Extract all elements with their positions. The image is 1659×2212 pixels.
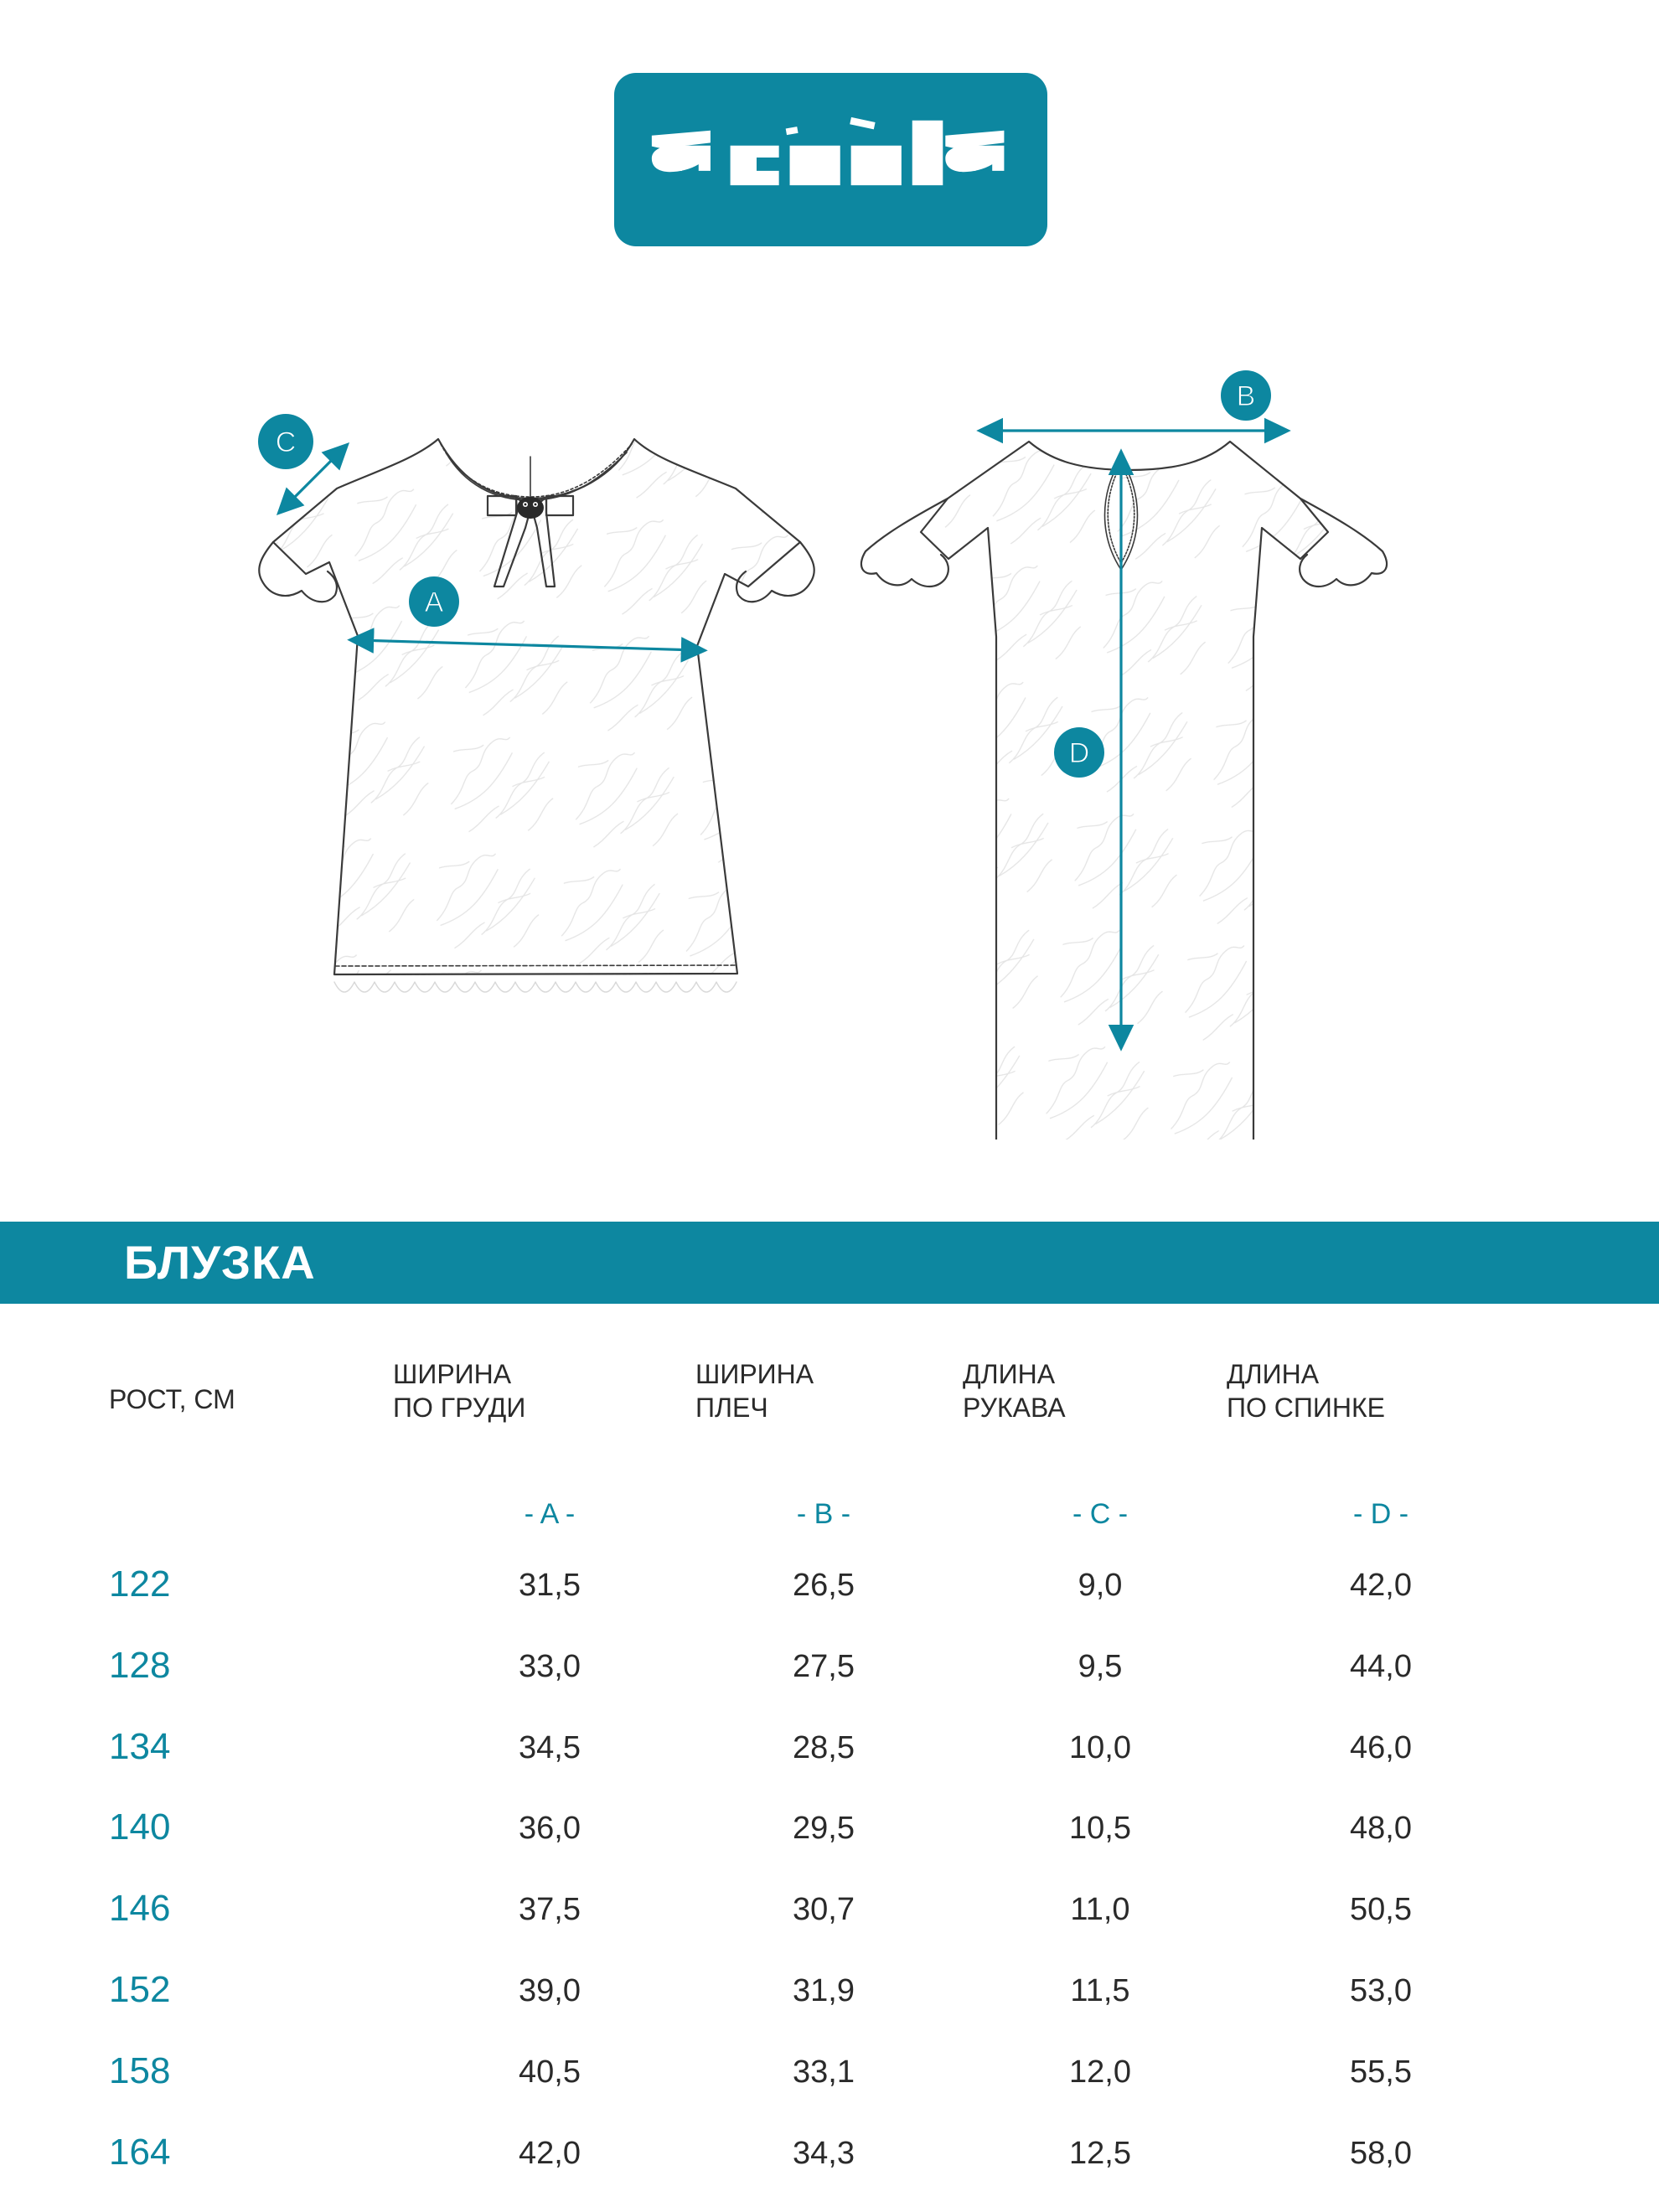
svg-text:D: D — [1069, 737, 1090, 769]
svg-text:B: B — [1237, 380, 1256, 412]
svg-text:A: A — [425, 587, 444, 618]
svg-text:C: C — [276, 426, 297, 458]
